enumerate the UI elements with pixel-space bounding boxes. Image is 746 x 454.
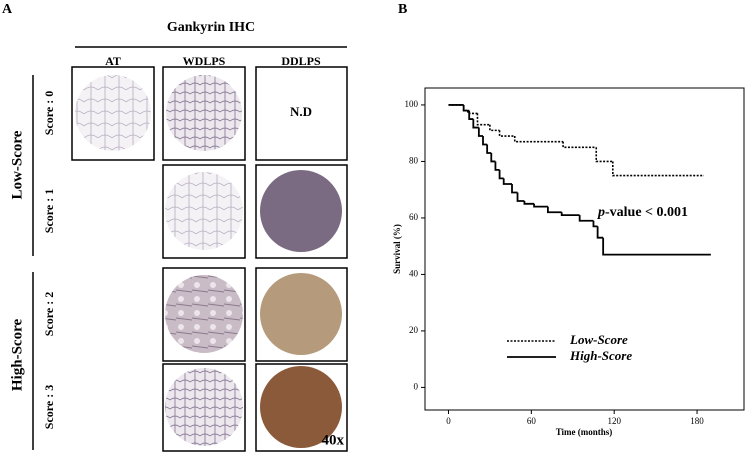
survival-step [498,130,515,137]
survival-step [595,147,613,163]
y-tick-label: 60 [409,212,419,222]
survival-step [502,178,512,185]
x-tick-label: 60 [527,416,537,426]
survival-step [476,113,490,126]
survival-step [486,144,492,154]
x-tick-label: 120 [607,416,621,426]
y-tick-label: 80 [409,156,419,166]
survival-step [602,237,711,256]
survival-step [533,203,548,208]
survival-step [477,127,483,137]
y-tick-label: 40 [409,268,419,278]
plot-frame [424,87,745,411]
survival-step [494,161,500,171]
x-tick-label: 180 [690,416,704,426]
survival-step [592,220,598,228]
row-label: Score : 0 [42,91,56,135]
survival-step [467,110,478,115]
row-label: Score : 2 [42,292,56,336]
survival-step [560,212,580,217]
survival-step [511,184,518,194]
survival-step [596,226,604,239]
not-detected: N.D [290,104,312,119]
group-label: High-Score [9,319,25,392]
survival-step [468,110,474,120]
survival-step [523,200,535,205]
annotation-text: -value < 0.001 [605,205,688,220]
survival-step [489,124,500,132]
magnification: 40x [322,432,345,448]
y-axis-label: Survival (%) [392,224,402,274]
survival-step [490,152,496,163]
survival-step [513,136,564,143]
survival-step [578,215,594,222]
tissue-grid [71,66,348,452]
annotation: p-value < 0.001 [597,205,688,220]
panel-title: Gankyrin IHC [167,20,255,35]
survival-step [472,119,479,129]
legend-label: Low-Score [569,332,628,347]
legend-label: High-Score [569,348,632,363]
panel-label: A [2,2,13,17]
survival-step [462,104,470,112]
annotation-italic: p [597,205,605,220]
survival-step [482,136,488,146]
column-label: WDLPS [183,54,226,68]
x-tick-label: 0 [446,416,451,426]
x-axis-label: Time (months) [556,427,613,437]
row-label: Score : 1 [42,189,56,233]
column-label: DDLPS [281,54,321,68]
y-tick-label: 20 [409,325,419,335]
survival-step [562,141,597,149]
survival-step [516,192,525,202]
survival-step [498,169,504,180]
y-tick-label: 100 [405,99,419,109]
column-label: AT [105,54,121,68]
group-label: Low-Score [9,130,25,199]
y-tick-label: 0 [414,381,419,391]
survival-step [612,161,704,177]
panel-label: B [398,2,407,17]
row-label: Score : 3 [42,385,56,429]
survival-step [547,206,562,214]
